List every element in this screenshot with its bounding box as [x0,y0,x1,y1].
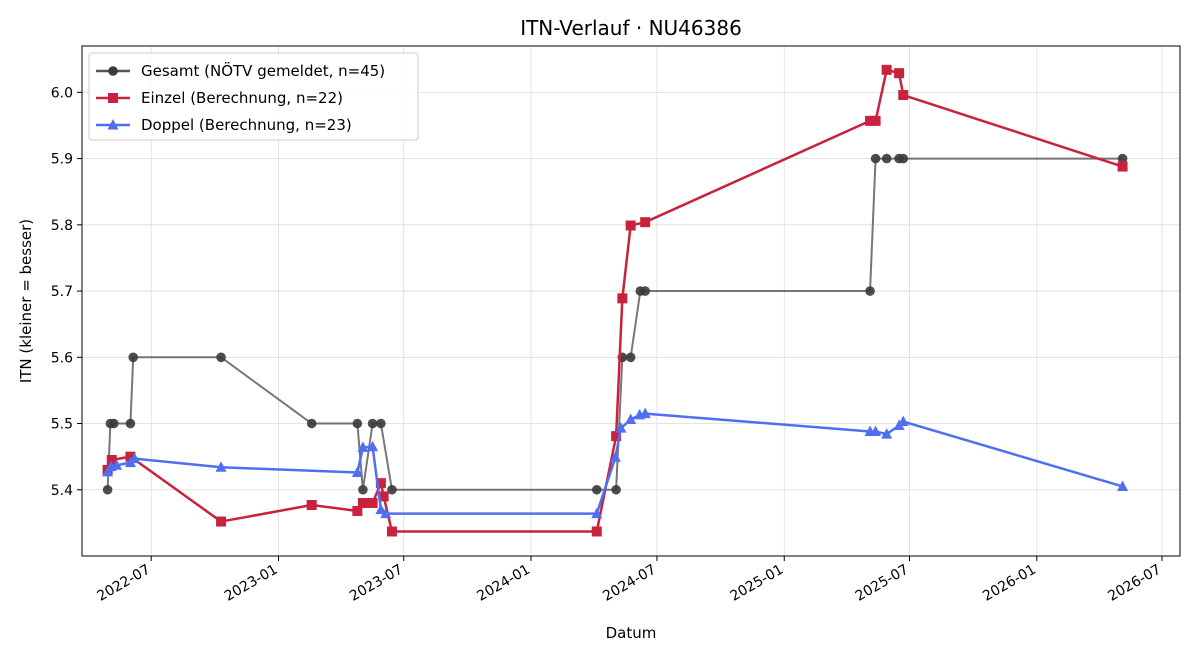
legend-swatch-marker [107,119,119,130]
x-axis-label: Datum [606,624,657,642]
x-tick-label: 2024-07 [600,562,659,605]
series-square [102,64,1128,537]
data-point [611,484,621,495]
y-tick-label: 5.6 [51,350,73,366]
data-point [640,217,651,228]
data-point [367,418,378,429]
data-point [897,415,909,427]
data-point [639,407,651,419]
data-point [351,466,363,478]
legend-entry: Doppel (Berechnung, n=23) [96,116,352,134]
legend-swatch-marker [108,66,118,76]
data-point [898,90,909,101]
data-point [870,425,882,436]
data-point [617,293,628,304]
data-point [591,526,602,537]
data-point [881,428,893,439]
data-point [215,461,227,472]
y-tick-label: 5.7 [51,284,73,300]
legend-entry: Gesamt (NÖTV gemeldet, n=45) [96,61,385,80]
data-point [870,115,881,126]
data-point [375,503,387,515]
data-point [102,484,113,495]
data-point [352,505,363,516]
data-point [367,440,379,452]
data-point [306,500,317,510]
data-point [615,422,627,433]
data-point [109,418,119,429]
data-point [102,465,114,477]
series-triangle [102,407,1129,519]
data-point [870,153,881,164]
chart-title: ITN-Verlauf · NU46386 [520,16,742,40]
x-tick-label: 2024-01 [474,562,533,605]
y-axis-label: ITN (kleiner = besser) [17,219,35,383]
data-point [625,352,636,363]
legend-label: Doppel (Berechnung, n=23) [141,116,352,134]
y-axis: 5.4 5.5 5.6 5.7 5.8 5.9 6.0 [51,85,82,499]
data-point [367,498,378,509]
series-line [106,412,1123,515]
data-point [898,153,909,164]
x-tick-label: 2025-07 [853,562,912,605]
data-point [357,441,369,452]
x-tick-label: 2026-01 [980,562,1039,605]
data-point [376,418,386,429]
data-point [1117,161,1128,172]
data-point [306,418,317,429]
data-point [894,68,905,79]
legend: Gesamt (NÖTV gemeldet, n=45) Einzel (Bere… [88,52,419,141]
legend-label: Gesamt (NÖTV gemeldet, n=45) [141,61,385,80]
data-point [357,498,368,509]
data-point [640,286,650,296]
data-point [881,64,892,75]
legend-entry: Einzel (Berechnung, n=22) [96,89,343,107]
series-line [106,68,1123,533]
data-point [106,454,117,465]
data-point [881,153,892,164]
x-tick-label: 2023-01 [222,562,281,605]
data-point [865,115,876,126]
data-point [375,478,386,489]
legend-swatch-marker [108,93,118,103]
data-point [611,431,622,442]
y-tick-label: 5.5 [51,417,73,433]
x-tick-label: 2026-07 [1105,562,1164,605]
data-point [625,220,636,231]
legend-label: Einzel (Berechnung, n=22) [141,89,343,107]
data-point [352,418,363,429]
legend-box [88,52,419,141]
series-layer [102,64,1129,537]
data-point [625,413,637,425]
data-point [216,352,226,363]
series-circle [102,153,1128,495]
x-tick-label: 2022-07 [95,562,154,605]
y-tick-label: 6.0 [51,85,73,101]
y-tick-label: 5.4 [51,483,73,499]
y-tick-label: 5.8 [51,218,73,234]
data-point [591,507,603,519]
x-tick-label: 2025-01 [728,562,787,605]
data-point [358,484,368,495]
data-point [591,484,602,495]
data-point [865,286,875,296]
data-point [125,418,136,429]
data-point [609,451,621,462]
data-point [380,507,392,519]
data-point [1117,153,1128,164]
data-point [386,526,397,537]
data-point [378,491,389,502]
x-axis: 2022-07 2023-01 2023-07 2024-01 2024-07 2025-… [95,556,1164,605]
y-tick-label: 5.9 [51,152,73,168]
data-point [128,352,138,363]
plot-frame [81,45,1181,557]
data-point [111,459,123,470]
data-point [387,484,397,495]
data-point [129,452,141,464]
data-point [1117,480,1129,491]
data-point [216,516,227,527]
x-tick-label: 2023-07 [347,562,406,605]
